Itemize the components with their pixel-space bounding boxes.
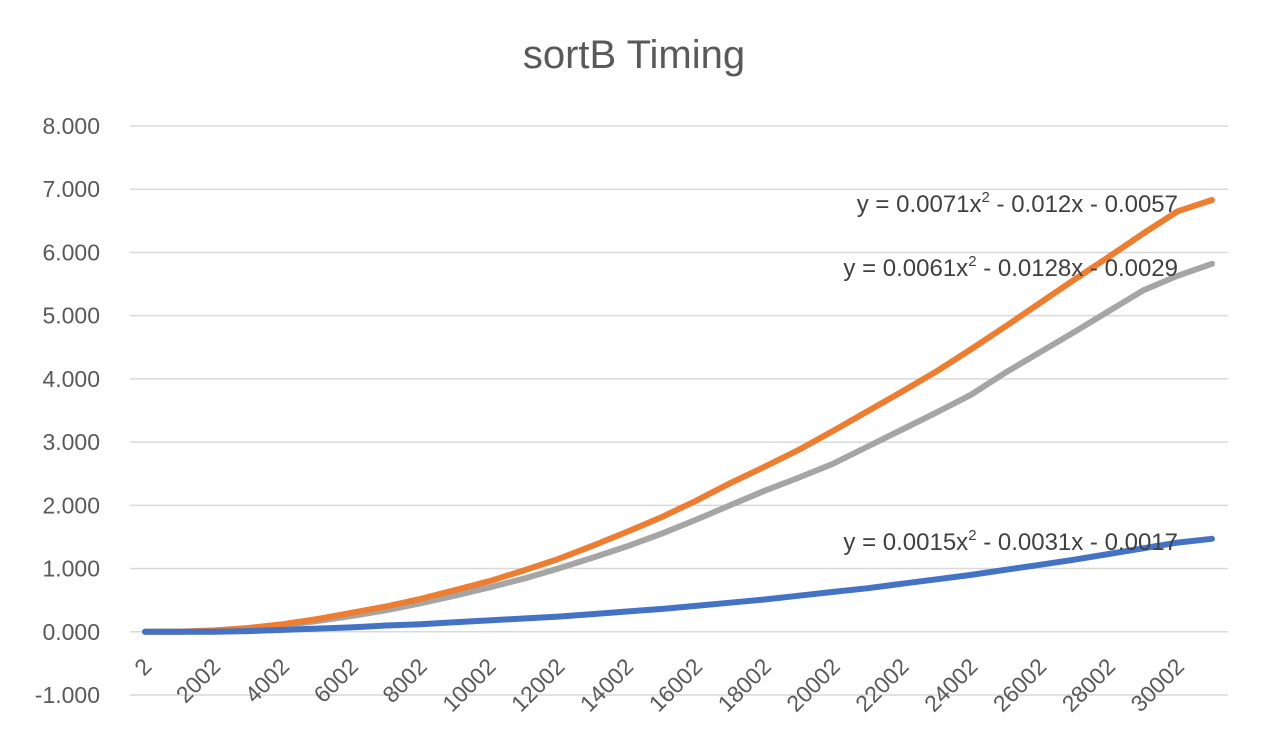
y-tick-label: -1.000 <box>35 682 100 708</box>
trendline-equation: y = 0.0071x2 - 0.012x - 0.0057 <box>857 189 1178 218</box>
y-tick-label: 5.000 <box>42 303 100 329</box>
y-tick-label: 3.000 <box>42 429 100 455</box>
gridlines <box>130 125 1228 696</box>
y-tick-label: 1.000 <box>42 556 100 582</box>
chart-title: sortB Timing <box>523 33 745 77</box>
y-tick-label: 8.000 <box>42 113 100 139</box>
y-axis-tick-labels: -1.000 0.000 1.000 2.000 3.000 4.000 5.000 6.00… <box>35 113 100 708</box>
trendline-equation: y = 0.0061x2 - 0.0128x - 0.0029 <box>843 253 1178 282</box>
series-line <box>142 535 1215 635</box>
series-lines <box>142 197 1215 635</box>
y-tick-label: 4.000 <box>42 366 100 392</box>
trendline-equation: y = 0.0015x2 - 0.0031x - 0.0017 <box>843 527 1178 556</box>
y-tick-label: 6.000 <box>42 239 100 265</box>
series-line <box>142 197 1215 635</box>
y-tick-label: 7.000 <box>42 176 100 202</box>
trendline-equations: y = 0.0071x2 - 0.012x - 0.0057 y = 0.0061… <box>843 189 1178 556</box>
y-tick-label: 2.000 <box>42 492 100 518</box>
y-tick-label: 0.000 <box>42 619 100 645</box>
